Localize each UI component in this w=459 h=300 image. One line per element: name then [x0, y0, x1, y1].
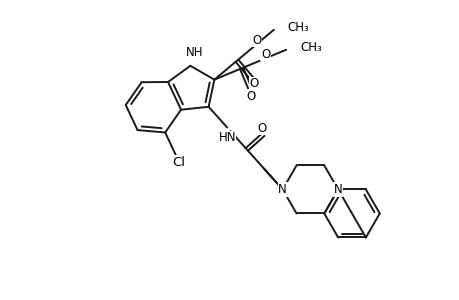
Text: O: O: [257, 122, 266, 135]
Text: CH₃: CH₃: [299, 41, 321, 54]
Text: CH₃: CH₃: [287, 21, 309, 34]
Text: NH: NH: [185, 46, 202, 59]
Text: HN: HN: [218, 131, 235, 144]
Text: O: O: [252, 34, 261, 46]
Text: N: N: [278, 183, 286, 196]
Text: O: O: [246, 90, 255, 103]
Text: Cl: Cl: [172, 156, 185, 169]
Text: N: N: [278, 183, 286, 196]
Text: O: O: [260, 48, 269, 61]
Text: O: O: [249, 77, 258, 90]
Text: N: N: [333, 183, 342, 196]
